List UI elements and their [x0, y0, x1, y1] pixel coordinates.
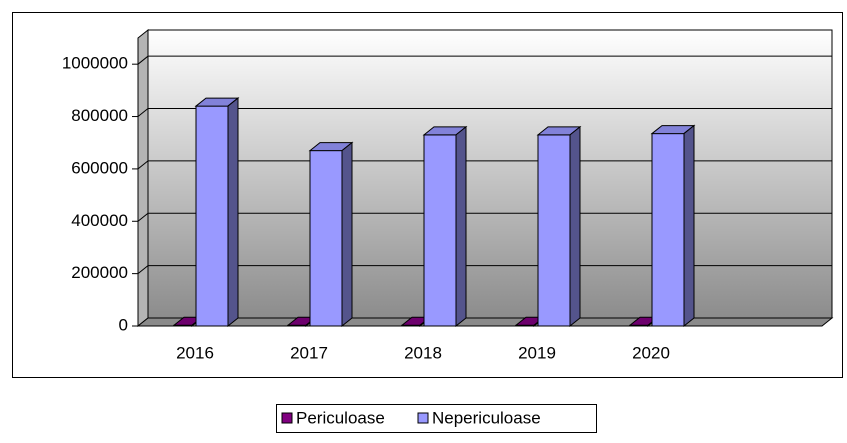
y-tick-label: 0: [119, 315, 128, 334]
bar-side: [341, 141, 353, 328]
floor: [136, 317, 834, 327]
legend-label: Nepericuloase: [432, 408, 541, 427]
y-tick-label: 800000: [71, 106, 128, 125]
grid-line: [137, 212, 149, 222]
grid-line: [137, 55, 149, 65]
y-tick-label: 400000: [71, 211, 128, 230]
legend-swatch: [417, 412, 429, 424]
bar-side: [227, 97, 239, 328]
bar-front: [195, 105, 229, 327]
legend-label: Periculoase: [296, 408, 385, 427]
bar-front: [423, 134, 457, 327]
grid-line: [137, 160, 149, 170]
legend-box: [276, 404, 597, 433]
x-tick-label: 2016: [176, 343, 214, 362]
x-tick-label: 2017: [290, 343, 328, 362]
y-tick-label: 1000000: [62, 54, 128, 73]
x-tick-label: 2020: [632, 343, 670, 362]
bar-front: [651, 133, 685, 327]
y-tick-label: 200000: [71, 263, 128, 282]
bar-front: [537, 134, 571, 327]
y-tick-label: 600000: [71, 158, 128, 177]
grid-line: [137, 265, 149, 275]
x-tick-label: 2018: [404, 343, 442, 362]
bar-side: [455, 125, 467, 328]
bar-side: [683, 124, 695, 328]
back-wall: [147, 29, 833, 319]
legend-swatch: [281, 412, 293, 424]
bar-front: [309, 150, 343, 327]
x-tick-label: 2019: [518, 343, 556, 362]
bar-side: [569, 125, 581, 328]
grid-line: [137, 108, 149, 117]
side-wall: [137, 28, 149, 328]
